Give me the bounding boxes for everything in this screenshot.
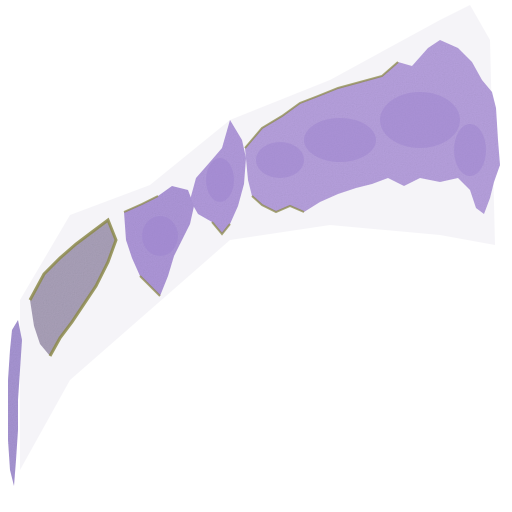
- tissue-edge-accents: [123, 61, 399, 297]
- tissue-mottling: [142, 92, 486, 256]
- tissue-segment-left: [30, 220, 116, 356]
- tissue-edge-olive-left: [28, 217, 118, 357]
- tissue-segment-left-mid: [124, 186, 194, 296]
- tissue-segment-mid: [190, 120, 246, 234]
- tissue-segment-main: [245, 40, 500, 214]
- tissue-segment-tail: [8, 320, 22, 486]
